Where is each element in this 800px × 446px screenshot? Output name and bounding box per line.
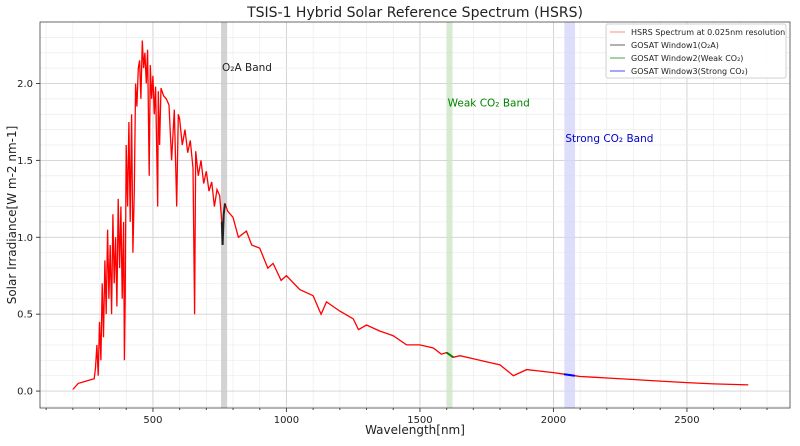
band-region: [564, 22, 576, 408]
series-lines: [72, 40, 749, 390]
x-tick-label: 1500: [407, 415, 432, 426]
band-label: Weak CO₂ Band: [448, 98, 530, 110]
legend-entry: HSRS Spectrum at 0.025nm resolution: [631, 28, 785, 37]
plot-frame: [39, 21, 791, 409]
y-axis-label: Solar Irradiance[W m-2 nm-1]: [5, 126, 19, 305]
axis-ticks: 500 1000 1500 2000 2500 0.0 0.5 1.0 1.5 2.0: [17, 79, 768, 426]
band-label: Strong CO₂ Band: [565, 133, 653, 145]
gosat-window-line: [563, 373, 575, 377]
y-tick-label: 1.0: [17, 233, 33, 244]
x-tick-label: 500: [143, 415, 162, 426]
y-tick-label: 1.5: [17, 156, 33, 167]
gosat-window-line: [220, 203, 226, 246]
y-tick-label: 0.0: [17, 387, 33, 398]
x-tick-label: 2000: [541, 415, 566, 426]
hsrs-spectrum-line: [72, 40, 749, 390]
legend: HSRS Spectrum at 0.025nm resolution GOSAT…: [605, 23, 787, 79]
x-axis-label: Wavelength[nm]: [365, 423, 465, 437]
y-tick-label: 2.0: [17, 79, 33, 90]
x-tick-label: 1000: [274, 415, 299, 426]
y-tick-label: 0.5: [17, 310, 33, 321]
gosat-window-line: [446, 351, 454, 359]
x-tick-label: 2500: [674, 415, 699, 426]
band-label: O₂A Band: [222, 62, 272, 74]
band-region: [446, 22, 453, 408]
chart-title: TSIS-1 Hybrid Solar Reference Spectrum (…: [246, 5, 583, 21]
legend-box: [605, 23, 787, 79]
legend-entry: GOSAT Window3(Strong CO₂): [631, 67, 748, 76]
legend-entry: GOSAT Window1(O₂A): [631, 41, 719, 50]
band-shading: O₂A Band Weak CO₂ Band Strong CO₂ Band: [221, 22, 653, 408]
legend-entry: GOSAT Window2(Weak CO₂): [631, 54, 743, 63]
